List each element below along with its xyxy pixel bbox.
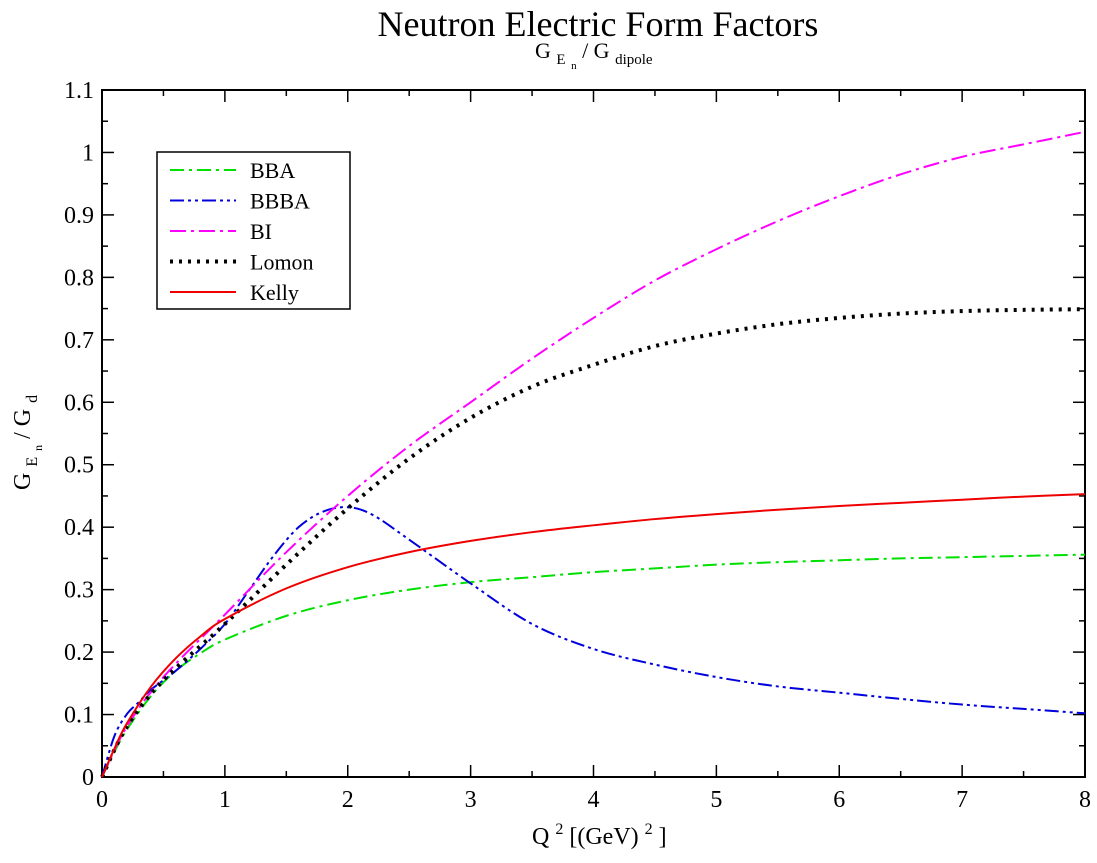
x-tick-label: 4	[588, 787, 600, 813]
y-tick-label: 0.6	[64, 390, 94, 416]
series-line-bbba	[101, 506, 1086, 778]
ylabel-rest: / G	[10, 409, 36, 439]
y-tick-label: 0.7	[64, 328, 94, 354]
ylabel-subsub: n	[31, 445, 45, 451]
series-line-lomon	[100, 307, 1086, 778]
x-tick-label: 1	[219, 787, 231, 813]
subtitle-rest-sub: dipole	[615, 52, 653, 68]
legend-label-bi: BI	[250, 219, 272, 244]
y-axis-label: G E n / G d	[10, 395, 48, 490]
ylabel-rest-sub: d	[24, 395, 41, 403]
ylabel-main: G	[10, 473, 36, 490]
xlabel-end: ]	[659, 824, 667, 850]
x-tick-label: 0	[96, 787, 108, 813]
x-tick-label: 8	[1079, 787, 1091, 813]
subtitle-subsub: n	[571, 60, 577, 72]
legend: BBA BBBA BI Lomon Kelly	[156, 151, 351, 310]
x-tick-label: 3	[465, 787, 477, 813]
legend-box	[156, 151, 351, 310]
y-tick-label: 0.1	[64, 703, 94, 729]
y-tick-label: 0.2	[64, 640, 94, 666]
y-tick-label: 1	[82, 140, 94, 166]
legend-label-lomon: Lomon	[250, 250, 314, 275]
x-tick-label: 2	[342, 787, 354, 813]
xlabel-rest-sup: 2	[645, 821, 653, 838]
x-tick-label: 7	[956, 787, 968, 813]
series-layer	[100, 130, 1086, 778]
x-tick-label: 6	[833, 787, 845, 813]
x-axis-label: Q 2 [(GeV) 2 ]	[532, 814, 667, 850]
legend-label-kelly: Kelly	[250, 280, 299, 305]
series-line-kelly	[101, 493, 1086, 778]
subtitle-main: G	[535, 38, 551, 63]
x-tick-label: 5	[710, 787, 722, 813]
y-tick-label: 0.8	[64, 265, 94, 291]
chart-subtitle: G E n / G dipole	[535, 38, 653, 74]
xlabel-main: Q	[532, 824, 549, 850]
y-tick-label: 1.1	[64, 78, 94, 104]
legend-label-bbba: BBBA	[250, 189, 310, 214]
y-tick-label: 0.9	[64, 203, 94, 229]
axis-tick-labels: 0 1 2 3 4 5 6 7 8 0 0.1 0.2 0.3 0.4 0.5 0.6 0.7 0.8 0.9 1 1.…	[64, 78, 1091, 813]
subtitle-rest: / G	[582, 38, 610, 63]
y-tick-label: 0.3	[64, 578, 94, 604]
y-tick-label: 0.5	[64, 453, 94, 479]
ylabel-sub: E	[24, 457, 41, 467]
y-tick-label: 0.4	[64, 515, 94, 541]
series-line-bba	[101, 553, 1086, 778]
series-line-bi	[101, 130, 1086, 778]
xlabel-rest: [(GeV)	[569, 824, 638, 850]
y-tick-label: 0	[82, 765, 94, 791]
axis-ticks	[101, 89, 1086, 778]
chart-title: Neutron Electric Form Factors	[378, 4, 819, 44]
subtitle-sub: E	[556, 52, 565, 68]
legend-label-bba: BBA	[250, 158, 295, 183]
xlabel-sup: 2	[555, 821, 563, 838]
